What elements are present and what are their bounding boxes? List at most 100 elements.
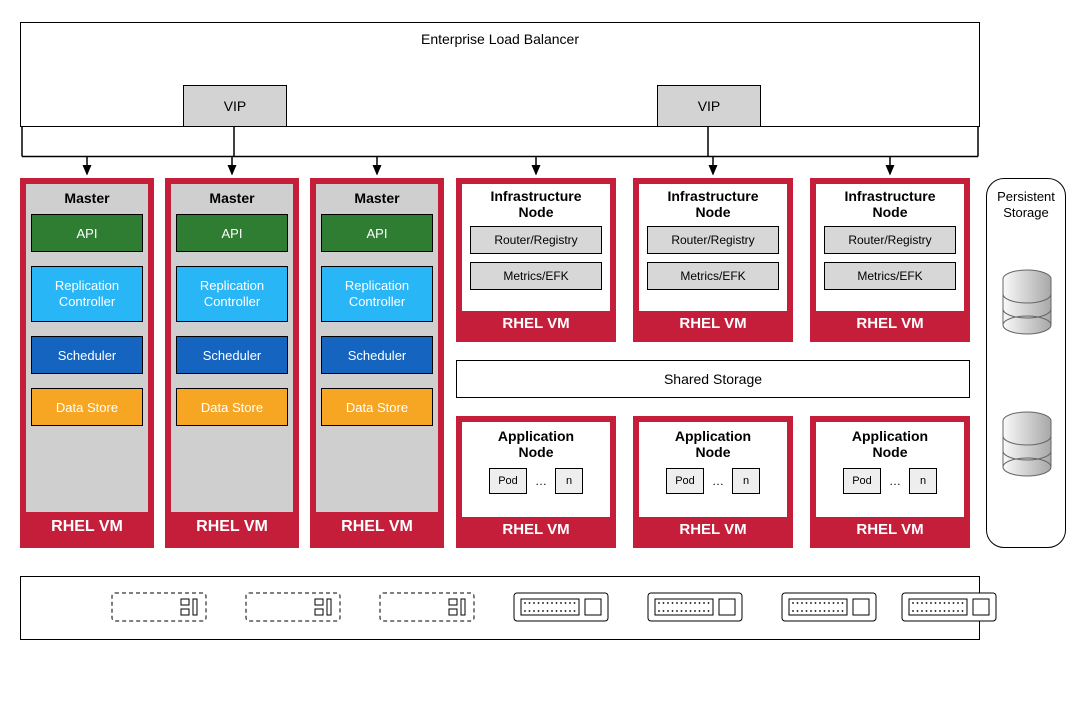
scheduler-box: Scheduler (176, 336, 288, 374)
server-hw-icon (901, 587, 997, 627)
router-registry-box: Router/Registry (824, 226, 956, 254)
vm-footer: RHEL VM (639, 517, 787, 542)
server-hw-icon (647, 587, 743, 627)
sched-label: Scheduler (58, 348, 117, 363)
app-node-0: ApplicationNode Pod … n RHEL VM (456, 416, 616, 548)
master-node-2: Master API Replication Controller Schedu… (310, 178, 444, 548)
repl-label: Replication Controller (322, 278, 432, 309)
vm-footer: RHEL VM (171, 512, 293, 542)
hardware-box (20, 576, 980, 640)
load-balancer-label: Enterprise Load Balancer (421, 31, 579, 47)
vip-box-2: VIP (657, 85, 761, 127)
app-title-label: ApplicationNode (675, 428, 751, 460)
app-node-2: ApplicationNode Pod … n RHEL VM (810, 416, 970, 548)
vip-box-1: VIP (183, 85, 287, 127)
repl-label: Replication Controller (32, 278, 142, 309)
api-label: API (367, 226, 388, 241)
pod-box: Pod (843, 468, 881, 494)
infra-title-label: InfrastructureNode (667, 188, 758, 220)
vm-footer: RHEL VM (816, 311, 964, 336)
vip-label-1: VIP (224, 98, 247, 114)
pod-row: Pod … n (816, 468, 964, 494)
sched-label: Scheduler (203, 348, 262, 363)
pod-box: Pod (489, 468, 527, 494)
server-hw-icon (781, 587, 877, 627)
load-balancer-box: Enterprise Load Balancer VIP VIP (20, 22, 980, 127)
vm-footer: RHEL VM (639, 311, 787, 336)
pod-label: Pod (498, 475, 518, 487)
pod-ellipsis: … (889, 474, 901, 488)
api-label: API (77, 226, 98, 241)
vm-footer: RHEL VM (816, 517, 964, 542)
pod-box: Pod (666, 468, 704, 494)
shared-storage-box: Shared Storage (456, 360, 970, 398)
ds-label: Data Store (346, 400, 408, 415)
app-title-label: ApplicationNode (852, 428, 928, 460)
master-title: Master (171, 184, 293, 214)
vm-footer: RHEL VM (316, 512, 438, 542)
pod-label: Pod (852, 475, 872, 487)
storage-cylinder-icon (1001, 269, 1053, 337)
pod-row: Pod … n (639, 468, 787, 494)
app-node-1: ApplicationNode Pod … n RHEL VM (633, 416, 793, 548)
pod-ellipsis: … (712, 474, 724, 488)
api-box: API (321, 214, 433, 252)
ds-label: Data Store (56, 400, 118, 415)
replication-controller-box: Replication Controller (321, 266, 433, 322)
vip-label-2: VIP (698, 98, 721, 114)
api-box: API (31, 214, 143, 252)
router-registry-box: Router/Registry (647, 226, 779, 254)
infra-node-1: InfrastructureNode Router/Registry Metri… (633, 178, 793, 342)
server-vm-icon (379, 587, 475, 627)
metrics-efk-box: Metrics/EFK (647, 262, 779, 290)
api-box: API (176, 214, 288, 252)
master-node-0: Master API Replication Controller Schedu… (20, 178, 154, 548)
nodes-row: Master API Replication Controller Schedu… (20, 178, 1068, 566)
sched-label: Scheduler (348, 348, 407, 363)
master-title: Master (26, 184, 148, 214)
pod-label: Pod (675, 475, 695, 487)
vm-footer: RHEL VM (462, 311, 610, 336)
infra-node-2: InfrastructureNode Router/Registry Metri… (810, 178, 970, 342)
master-node-1: Master API Replication Controller Schedu… (165, 178, 299, 548)
api-label: API (222, 226, 243, 241)
pod-n-label: n (566, 475, 572, 487)
infra-node-0: InfrastructureNode Router/Registry Metri… (456, 178, 616, 342)
pod-n-label: n (743, 475, 749, 487)
metrics-efk-box: Metrics/EFK (470, 262, 602, 290)
infra-title-label: InfrastructureNode (490, 188, 581, 220)
app-title: ApplicationNode (816, 422, 964, 468)
rr-label: Router/Registry (848, 233, 931, 247)
me-label: Metrics/EFK (503, 269, 568, 283)
replication-controller-box: Replication Controller (31, 266, 143, 322)
scheduler-box: Scheduler (321, 336, 433, 374)
replication-controller-box: Replication Controller (176, 266, 288, 322)
data-store-box: Data Store (31, 388, 143, 426)
rr-label: Router/Registry (671, 233, 754, 247)
pod-n-box: n (909, 468, 937, 494)
app-title-label: ApplicationNode (498, 428, 574, 460)
data-store-box: Data Store (321, 388, 433, 426)
app-title: ApplicationNode (462, 422, 610, 468)
metrics-efk-box: Metrics/EFK (824, 262, 956, 290)
app-title: ApplicationNode (639, 422, 787, 468)
router-registry-box: Router/Registry (470, 226, 602, 254)
data-store-box: Data Store (176, 388, 288, 426)
me-label: Metrics/EFK (857, 269, 922, 283)
ds-label: Data Store (201, 400, 263, 415)
me-label: Metrics/EFK (680, 269, 745, 283)
pod-ellipsis: … (535, 474, 547, 488)
pod-row: Pod … n (462, 468, 610, 494)
server-vm-icon (111, 587, 207, 627)
server-hw-icon (513, 587, 609, 627)
pod-n-label: n (920, 475, 926, 487)
persistent-storage-box: PersistentStorage (986, 178, 1066, 548)
repl-label: Replication Controller (177, 278, 287, 309)
persistent-storage-label: PersistentStorage (987, 189, 1065, 220)
master-title: Master (316, 184, 438, 214)
server-vm-icon (245, 587, 341, 627)
infra-title: InfrastructureNode (816, 184, 964, 226)
shared-storage-label: Shared Storage (664, 371, 762, 387)
infra-title-label: InfrastructureNode (844, 188, 935, 220)
infra-title: InfrastructureNode (462, 184, 610, 226)
